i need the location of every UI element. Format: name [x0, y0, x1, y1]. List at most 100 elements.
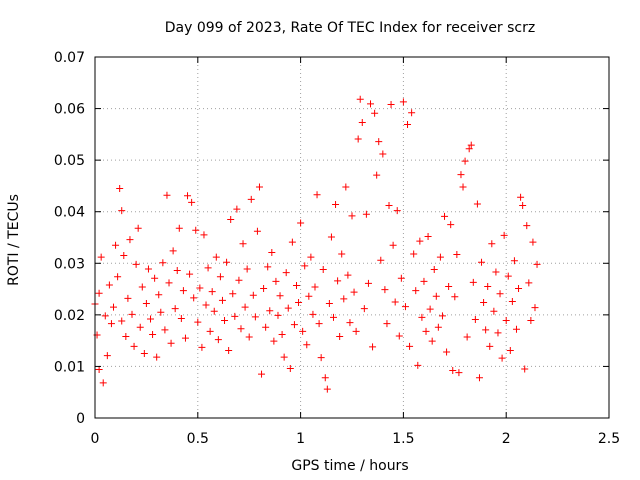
data-point	[241, 303, 249, 311]
data-point	[307, 253, 315, 261]
data-point	[225, 346, 233, 354]
data-point	[112, 241, 120, 249]
data-point	[434, 323, 442, 331]
data-point	[286, 364, 294, 372]
data-point	[401, 303, 409, 311]
data-point	[529, 238, 537, 246]
data-point	[122, 333, 130, 341]
data-point	[249, 291, 257, 299]
data-point	[239, 240, 247, 248]
data-point	[451, 293, 459, 301]
data-point	[282, 269, 290, 277]
data-point	[512, 325, 520, 333]
y-tick-label: 0.04	[54, 205, 85, 221]
data-point	[235, 276, 243, 284]
data-point	[151, 274, 159, 282]
data-point	[157, 308, 165, 316]
data-point	[107, 320, 115, 328]
data-point	[194, 318, 202, 326]
data-point	[144, 265, 152, 273]
data-point	[360, 305, 368, 313]
data-point	[348, 212, 356, 220]
data-point	[128, 310, 136, 318]
data-point	[408, 109, 416, 117]
data-point	[338, 250, 346, 258]
x-tick-label: 1.5	[392, 431, 414, 447]
data-point	[264, 263, 272, 271]
data-point	[321, 374, 329, 382]
x-tick-label: 0.5	[187, 431, 209, 447]
data-point	[198, 343, 206, 351]
data-point	[278, 330, 286, 338]
data-point	[237, 325, 245, 333]
data-point	[118, 317, 126, 325]
data-point	[455, 369, 463, 377]
data-point	[223, 258, 231, 266]
data-point	[274, 311, 282, 319]
data-point	[426, 305, 434, 313]
data-point	[375, 138, 383, 146]
data-point	[245, 333, 253, 341]
data-point	[292, 281, 300, 289]
data-point	[163, 191, 171, 199]
data-point	[523, 222, 531, 230]
y-tick-label: 0.01	[54, 359, 85, 375]
data-point	[436, 253, 444, 261]
data-point	[369, 343, 377, 351]
data-point	[352, 327, 360, 335]
data-point	[179, 287, 187, 295]
data-point	[488, 240, 496, 248]
data-point	[284, 304, 292, 312]
data-point	[414, 361, 422, 369]
data-point	[325, 300, 333, 308]
data-point	[299, 327, 307, 335]
y-tick-labels: 0 0.01 0.02 0.03 0.04 0.05 0.06 0.07	[54, 50, 85, 427]
data-point	[196, 284, 204, 292]
data-point	[406, 342, 414, 350]
data-point	[251, 313, 259, 321]
data-point	[130, 342, 138, 350]
y-tick-label: 0.03	[54, 256, 85, 272]
data-point	[506, 346, 514, 354]
data-point	[202, 301, 210, 309]
data-point	[272, 277, 280, 285]
data-point	[410, 250, 418, 258]
data-point	[441, 212, 449, 220]
data-point	[453, 251, 461, 259]
data-point	[138, 283, 146, 291]
data-point	[110, 303, 118, 311]
data-point	[404, 121, 412, 129]
data-point	[463, 333, 471, 341]
data-point	[467, 141, 475, 149]
data-point	[418, 313, 426, 321]
data-point	[367, 100, 375, 108]
x-tick-label: 2	[502, 431, 511, 447]
data-point	[387, 100, 395, 108]
data-point	[350, 288, 358, 296]
data-point	[525, 279, 533, 287]
data-point	[280, 353, 288, 361]
data-point	[332, 200, 340, 208]
data-point	[134, 224, 142, 232]
data-point	[255, 183, 263, 191]
data-point	[186, 270, 194, 278]
data-point	[490, 307, 498, 315]
data-point	[173, 267, 181, 275]
data-point	[221, 317, 229, 325]
data-point	[371, 109, 379, 117]
data-point	[344, 271, 352, 279]
data-point	[188, 198, 196, 206]
data-point	[473, 200, 481, 208]
data-point	[231, 312, 239, 320]
data-point	[416, 237, 424, 245]
data-point	[181, 334, 189, 342]
data-point	[515, 285, 523, 293]
data-point	[447, 221, 455, 229]
data-point	[227, 215, 235, 223]
data-point	[521, 365, 529, 373]
data-point	[385, 202, 393, 210]
data-point	[301, 262, 309, 270]
data-point	[391, 298, 399, 306]
